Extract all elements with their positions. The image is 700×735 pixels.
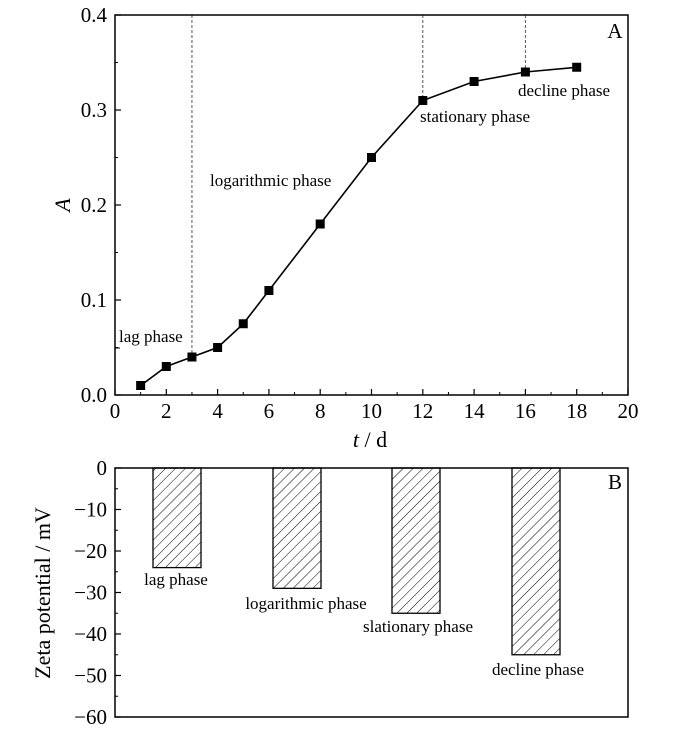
- x-tick-label: 16: [515, 399, 536, 423]
- data-point: [418, 96, 428, 105]
- data-point: [213, 343, 223, 352]
- data-point: [315, 219, 325, 229]
- x-tick-label: 20: [618, 399, 639, 423]
- bar-label-lag-phase: lag phase: [144, 570, 208, 589]
- y-tick-label: 0.3: [81, 98, 107, 122]
- panel-label-b: B: [608, 470, 622, 494]
- y-tick-label-b: −30: [74, 581, 107, 605]
- annotation-decline-phase: decline phase: [518, 81, 610, 100]
- bar: [391, 467, 441, 614]
- data-point: [520, 67, 530, 77]
- y-tick-label-b: −40: [74, 622, 107, 646]
- x-tick-label: 2: [161, 399, 172, 423]
- data-point: [187, 352, 197, 362]
- data-point: [264, 286, 274, 295]
- annotation-lag-phase: lag phase: [119, 327, 183, 346]
- data-point: [136, 381, 146, 390]
- data-point: [238, 319, 248, 329]
- data-point: [367, 153, 376, 162]
- x-tick-label: 4: [212, 399, 223, 423]
- bar: [511, 467, 561, 656]
- y-tick-label-b: −60: [74, 705, 107, 729]
- y-tick-label-b: −50: [74, 664, 107, 688]
- y-axis-title: A: [50, 198, 75, 214]
- y-tick-label: 0.0: [81, 383, 107, 407]
- y-tick-label-b: 0: [97, 456, 108, 480]
- annotation-logarithmic-phase: logarithmic phase: [210, 171, 331, 190]
- data-point: [161, 362, 171, 371]
- y-tick-label: 0.1: [81, 288, 107, 312]
- x-tick-label: 12: [412, 399, 433, 423]
- x-tick-label: 0: [110, 399, 121, 423]
- bar-label-logarithmic-phase: logarithmic phase: [245, 594, 366, 613]
- x-tick-label: 8: [315, 399, 326, 423]
- y-tick-label: 0.2: [81, 193, 107, 217]
- x-tick-label: 14: [464, 399, 486, 423]
- panel-b-bar-chart: 0 −10 −20 −30 −40 −50 −60 B Zeta potential / m…: [30, 456, 629, 729]
- y-axis-title-b: Zeta potential / mV: [30, 507, 55, 679]
- annotation-stationary-phase: stationary phase: [420, 107, 530, 126]
- bar-label-slationary-phase: slationary phase: [363, 617, 473, 636]
- bar: [272, 467, 322, 589]
- y-tick-label-b: −10: [74, 498, 107, 522]
- data-point: [572, 62, 582, 72]
- bar: [152, 467, 202, 569]
- x-axis-title: t / d: [353, 427, 387, 452]
- panel-label-a: A: [607, 19, 623, 43]
- bar-label-decline-phase: decline phase: [492, 660, 584, 679]
- x-tick-label: 10: [361, 399, 382, 423]
- data-point: [469, 77, 479, 86]
- y-tick-label-b: −20: [74, 539, 107, 563]
- x-tick-label: 18: [566, 399, 587, 423]
- y-tick-label: 0.4: [81, 3, 108, 27]
- x-tick-label: 6: [264, 399, 275, 423]
- panel-a-line-chart: 0 2 4 6 8 10 12 14 16 18 20 0.0 0.1 0.2 0.3 0.4 A A t …: [50, 3, 639, 452]
